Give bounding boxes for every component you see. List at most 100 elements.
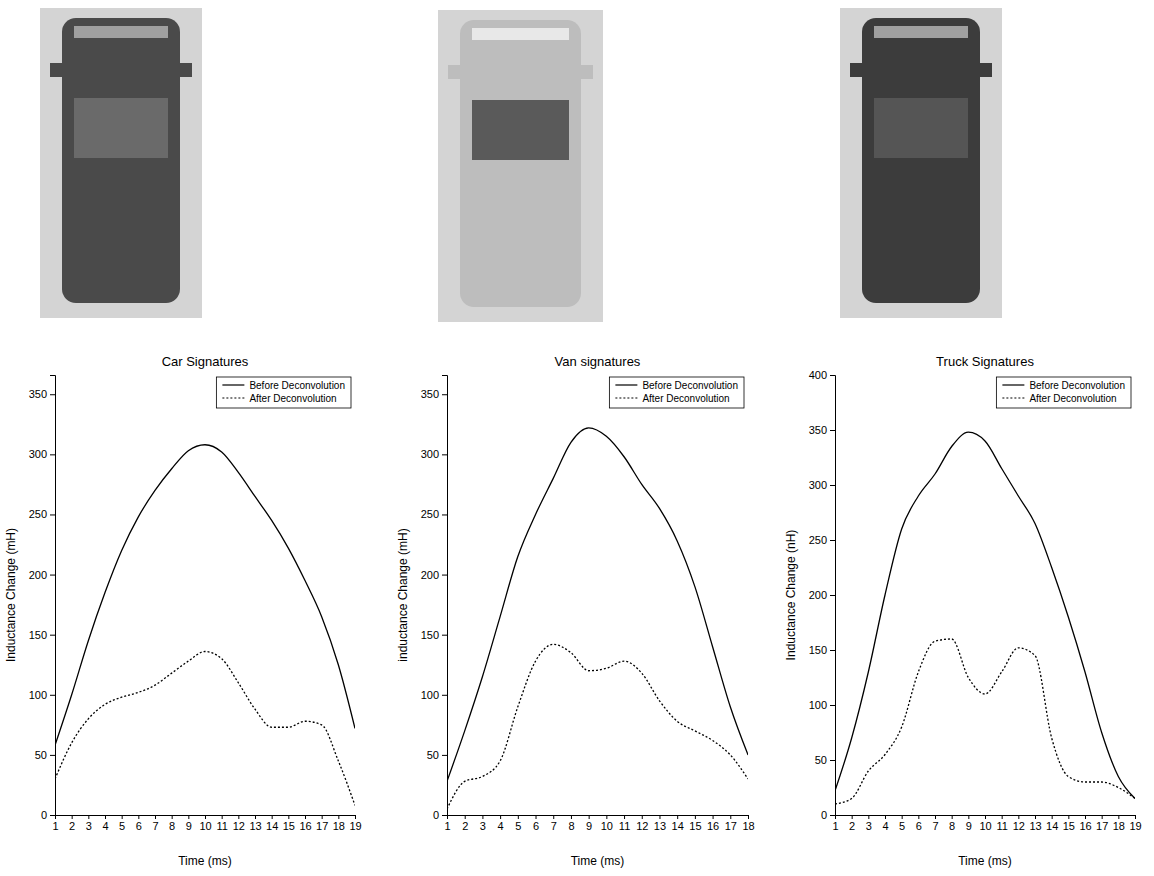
y-tick: 50 xyxy=(35,749,55,761)
x-tick-label: 4 xyxy=(498,820,504,832)
x-tick-mark xyxy=(465,815,466,819)
x-tick-label: 8 xyxy=(568,820,574,832)
y-tick: 300 xyxy=(421,448,447,460)
y-tick-mark xyxy=(830,595,835,596)
x-axis: 123456789101112131415161718 xyxy=(444,815,754,832)
y-tick-mark xyxy=(830,650,835,651)
x-tick-mark xyxy=(624,815,625,819)
series-line xyxy=(447,428,748,781)
x-tick: 18 xyxy=(333,815,345,832)
x-tick-mark xyxy=(338,815,339,819)
x-tick-mark xyxy=(952,815,953,819)
x-tick-label: 7 xyxy=(152,820,158,832)
y-tick-mark xyxy=(50,394,55,395)
x-tick-mark xyxy=(447,815,448,819)
y-tick-mark xyxy=(50,575,55,576)
photo xyxy=(40,8,202,318)
x-axis-title: Time (ms) xyxy=(571,854,625,868)
x-tick: 4 xyxy=(882,815,888,832)
x-tick: 19 xyxy=(1129,815,1141,832)
x-axis-line xyxy=(448,816,749,820)
x-tick: 15 xyxy=(1063,815,1075,832)
x-tick-label: 14 xyxy=(266,820,278,832)
x-tick-label: 1 xyxy=(444,820,450,832)
mirror xyxy=(978,63,992,77)
x-axis-title: Time (ms) xyxy=(958,854,1012,868)
y-tick-mark xyxy=(442,575,447,576)
y-axis-line xyxy=(830,376,836,816)
x-tick: 5 xyxy=(515,815,521,832)
x-tick-label: 6 xyxy=(916,820,922,832)
x-tick-label: 8 xyxy=(949,820,955,832)
y-tick-mark xyxy=(442,514,447,515)
series-line xyxy=(835,639,1135,804)
y-tick-label: 0 xyxy=(821,809,827,821)
y-tick-label: 100 xyxy=(809,699,827,711)
x-tick-mark xyxy=(968,815,969,819)
mirror xyxy=(178,63,192,77)
y-tick: 100 xyxy=(29,689,55,701)
x-tick-mark xyxy=(272,815,273,819)
x-tick-label: 11 xyxy=(619,820,630,832)
y-axis-title: Inductance Change (mH) xyxy=(4,528,18,662)
x-tick: 3 xyxy=(866,815,872,832)
x-tick-mark xyxy=(695,815,696,819)
y-tick: 350 xyxy=(421,388,447,400)
legend: Before DeconvolutionAfter Deconvolution xyxy=(216,377,351,408)
series-line xyxy=(447,644,748,809)
legend-entry: After Deconvolution xyxy=(615,393,729,404)
y-tick-mark xyxy=(442,454,447,455)
mirror xyxy=(579,65,593,79)
legend-label: Before Deconvolution xyxy=(642,380,738,391)
x-tick-label: 5 xyxy=(899,820,905,832)
y-tick-label: 200 xyxy=(29,569,47,581)
x-tick-label: 14 xyxy=(672,820,684,832)
figure: 0501001502002503003501234567891011121314… xyxy=(0,0,1154,876)
photo-ground xyxy=(438,10,603,322)
plot-lines xyxy=(55,445,355,806)
x-tick: 10 xyxy=(979,815,991,832)
y-tick-mark xyxy=(442,755,447,756)
photo xyxy=(840,8,1002,318)
x-tick-label: 17 xyxy=(1096,820,1108,832)
x-tick-mark xyxy=(238,815,239,819)
y-tick-mark xyxy=(442,394,447,395)
x-tick: 19 xyxy=(349,815,361,832)
y-tick-label: 250 xyxy=(29,508,47,520)
x-tick-label: 13 xyxy=(249,820,261,832)
x-tick-label: 16 xyxy=(707,820,719,832)
x-tick: 16 xyxy=(299,815,311,832)
y-tick: 400 xyxy=(809,369,835,381)
legend-box xyxy=(216,377,351,408)
legend-entry: Before Deconvolution xyxy=(222,380,345,391)
x-tick-label: 1 xyxy=(52,820,58,832)
y-tick-label: 50 xyxy=(427,749,439,761)
y-tick-mark xyxy=(830,430,835,431)
x-tick-label: 11 xyxy=(216,820,227,832)
y-tick-mark xyxy=(50,514,55,515)
x-tick-label: 11 xyxy=(996,820,1007,832)
mirror xyxy=(448,65,462,79)
x-tick-mark xyxy=(536,815,537,819)
y-tick: 150 xyxy=(809,644,835,656)
legend-entry: Before Deconvolution xyxy=(615,380,738,391)
mirror xyxy=(850,63,864,77)
chart-panel: 0501001502002503003501234567891011121314… xyxy=(4,354,362,868)
legend-label: Before Deconvolution xyxy=(249,380,345,391)
legend-swatch xyxy=(222,384,244,385)
x-tick: 4 xyxy=(498,815,504,832)
x-tick-mark xyxy=(918,815,919,819)
y-axis: 050100150200250300350400 xyxy=(809,369,836,821)
window xyxy=(74,98,168,158)
chart-title: Van signatures xyxy=(555,354,641,369)
x-tick: 12 xyxy=(1013,815,1025,832)
x-tick-label: 10 xyxy=(979,820,991,832)
chart-panel: 0501001502002503003501234567891011121314… xyxy=(396,354,755,868)
x-tick: 6 xyxy=(136,815,142,832)
x-tick-label: 15 xyxy=(1063,820,1075,832)
x-tick-label: 16 xyxy=(1079,820,1091,832)
x-tick: 17 xyxy=(316,815,328,832)
y-axis-line xyxy=(442,376,448,816)
y-tick-mark xyxy=(50,815,55,816)
x-tick-mark xyxy=(305,815,306,819)
